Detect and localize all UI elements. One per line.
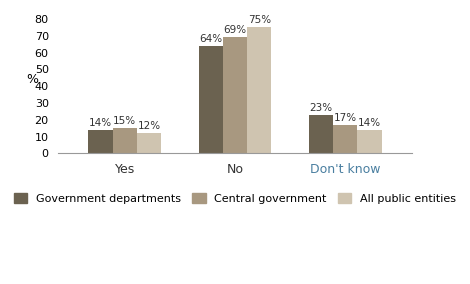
Bar bbox=[137, 133, 161, 153]
Text: 64%: 64% bbox=[199, 34, 222, 44]
Bar bbox=[199, 46, 223, 153]
Text: 75%: 75% bbox=[248, 15, 271, 25]
Text: 12%: 12% bbox=[137, 121, 160, 131]
Text: 14%: 14% bbox=[89, 118, 112, 128]
Text: 23%: 23% bbox=[310, 103, 333, 113]
Bar bbox=[223, 37, 247, 153]
Text: 69%: 69% bbox=[223, 26, 247, 36]
Legend: Government departments, Central government, All public entities: Government departments, Central governme… bbox=[9, 189, 461, 208]
Y-axis label: %: % bbox=[26, 73, 38, 86]
Bar bbox=[247, 27, 271, 153]
Bar bbox=[112, 128, 137, 153]
Text: 14%: 14% bbox=[358, 118, 381, 128]
Bar bbox=[88, 130, 112, 153]
Bar bbox=[309, 115, 333, 153]
Bar bbox=[358, 130, 382, 153]
Text: 17%: 17% bbox=[334, 113, 357, 123]
Text: 15%: 15% bbox=[113, 116, 136, 126]
Bar bbox=[333, 125, 358, 153]
